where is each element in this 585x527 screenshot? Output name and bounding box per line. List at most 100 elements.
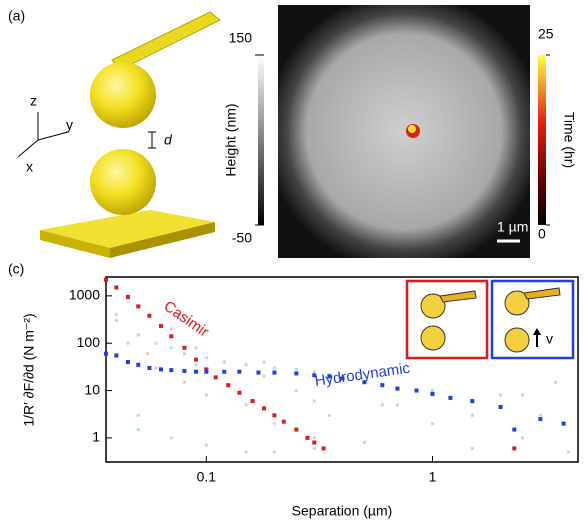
scatter-point (226, 383, 230, 387)
figure: (a) z y x d 1 µm Height (nm) Time (hr) (… (0, 0, 585, 527)
scatter-point (126, 360, 130, 364)
scatter-point (114, 286, 118, 290)
scatter-point (521, 394, 524, 397)
scatter-point (115, 313, 118, 316)
scatter-point (322, 446, 326, 450)
scatter-point (470, 399, 474, 403)
x-axis-label: Separation (µm) (292, 503, 393, 519)
scatter-point (262, 406, 266, 410)
panel-label: (a) (8, 8, 25, 24)
scatter-point (237, 370, 241, 374)
scatter-point (431, 422, 434, 425)
tracking-spot (406, 124, 420, 138)
height-map (278, 5, 530, 258)
scatter-point (305, 436, 309, 440)
axis-y: y (66, 117, 73, 133)
axis-z: z (30, 93, 37, 109)
scatter-point (182, 346, 186, 350)
scatter-point (295, 368, 298, 371)
scatter-point (539, 414, 542, 417)
scatter-point (136, 363, 140, 367)
scatter-point (137, 428, 140, 431)
scatter-point (554, 381, 557, 384)
series-label: Hydrodynamic (314, 360, 412, 390)
scatter-point (204, 370, 208, 374)
colorbar-tick-label: 150 (229, 30, 253, 46)
scatter-point (104, 352, 108, 356)
illustration (18, 12, 220, 258)
scatter-point (471, 447, 474, 450)
scatter-point (137, 414, 140, 417)
scatter-point (562, 422, 566, 426)
scatter-point (245, 403, 248, 406)
scatter-point (512, 428, 516, 432)
time-label: Time (hr) (561, 112, 577, 168)
scatter-point (312, 441, 316, 445)
scatter-point (222, 370, 226, 374)
colorbar-tick-label: 25 (538, 26, 554, 42)
scatter-point (251, 399, 255, 403)
scatter-point (256, 371, 260, 375)
scatter-point (263, 361, 266, 364)
gap-label: d (164, 132, 173, 148)
scatter-point (194, 358, 198, 362)
scatter-point (328, 414, 331, 417)
scatter-point (169, 334, 173, 338)
scatter-point (237, 391, 241, 395)
scatter-point (159, 367, 163, 371)
scatter-point (273, 366, 276, 369)
scatter-point (115, 319, 118, 322)
colorbar-tick-label: -50 (232, 230, 252, 246)
scatter-point (448, 396, 452, 400)
series-label: Casimir (160, 298, 211, 341)
scatter-point (512, 446, 516, 450)
scatter-point (136, 304, 140, 308)
scatter-point (263, 375, 266, 378)
panel-label: (c) (8, 261, 24, 277)
scatter-point (295, 389, 298, 392)
scatter-point (313, 400, 316, 403)
x-tick-label: 0.1 (197, 469, 217, 485)
scatter-point (146, 352, 149, 355)
scatter-point (245, 451, 248, 454)
scatter-point (169, 368, 173, 372)
scatter-point (431, 389, 434, 392)
time-colorbar (538, 55, 546, 225)
scatter-point (313, 447, 316, 450)
scatter-point (294, 371, 298, 375)
scatter-point (194, 370, 198, 374)
scatter-point (194, 346, 197, 349)
scatter-point (205, 394, 208, 397)
scatter-point (538, 417, 542, 421)
scatter-point (194, 363, 197, 366)
x-tick-label: 1 (429, 469, 437, 485)
inset-label: v (546, 331, 553, 347)
y-axis-label: 1/R′ ∂F/∂d (N m⁻²) (21, 313, 37, 426)
scatter-point (415, 389, 419, 393)
scatter-point (471, 414, 474, 417)
scatter-point (282, 420, 286, 424)
scatter-point (104, 278, 108, 282)
scatter-point (114, 353, 118, 357)
scatter-point (182, 369, 186, 373)
y-tick-label: 1 (92, 429, 100, 445)
scatter-point (170, 346, 173, 349)
scale-bar-label: 1 µm (497, 219, 528, 235)
colorbar-tick-label: 0 (538, 226, 546, 242)
scatter-point (272, 371, 276, 375)
scatter-point (214, 375, 218, 379)
scatter-point (272, 413, 276, 417)
scatter-point (183, 381, 186, 384)
scatter-point (170, 436, 173, 439)
scatter-point (170, 327, 173, 330)
scatter-point (147, 366, 151, 370)
scatter-point (499, 405, 503, 409)
scatter-point (137, 333, 140, 336)
scatter-point (396, 403, 399, 406)
scatter-point (380, 383, 384, 387)
scatter-point (313, 436, 316, 439)
scatter-point (126, 342, 129, 345)
scatter-point (381, 403, 384, 406)
scatter-point (294, 428, 298, 432)
scatter-point (155, 342, 158, 345)
